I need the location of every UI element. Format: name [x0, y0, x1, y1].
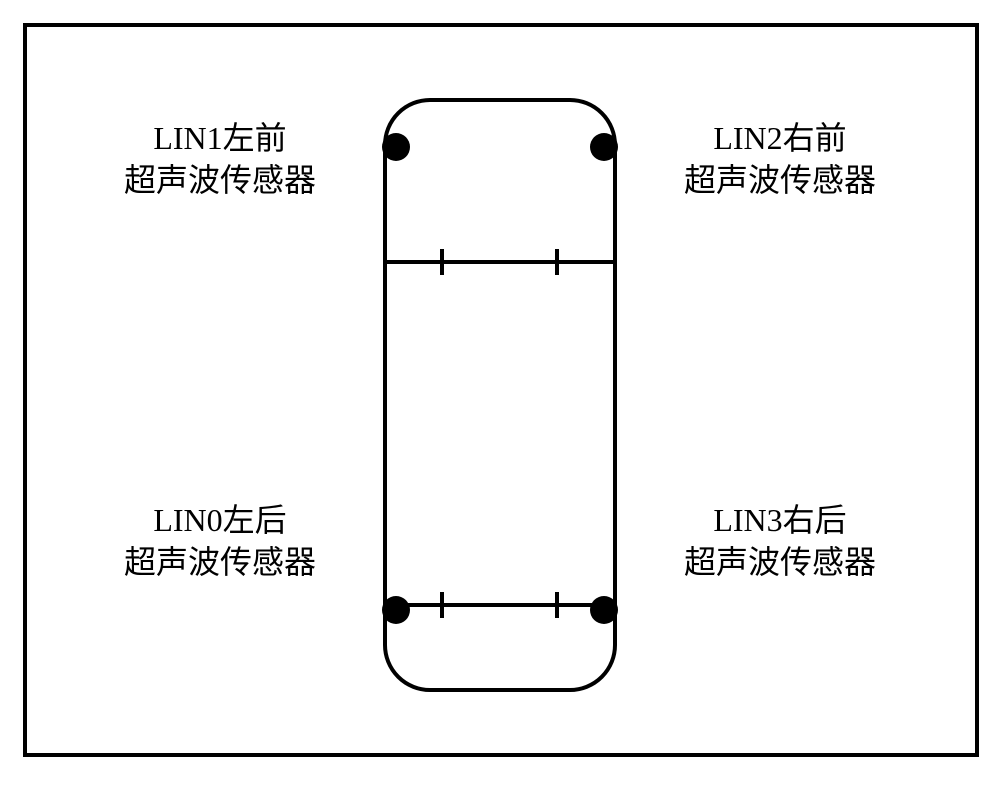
- label-lin3-line1: LIN3右后: [635, 500, 925, 542]
- label-lin3: LIN3右后 超声波传感器: [635, 500, 925, 583]
- diagram-canvas: LIN1左前 超声波传感器 LIN2右前 超声波传感器 LIN0左后 超声波传感…: [0, 0, 1000, 787]
- label-lin2-line2: 超声波传感器: [635, 160, 925, 202]
- label-lin2-line1: LIN2右前: [635, 118, 925, 160]
- label-lin1-line2: 超声波传感器: [75, 160, 365, 202]
- label-lin3-line2: 超声波传感器: [635, 542, 925, 584]
- label-lin0-line2: 超声波传感器: [75, 542, 365, 584]
- label-lin0: LIN0左后 超声波传感器: [75, 500, 365, 583]
- label-lin1-line1: LIN1左前: [75, 118, 365, 160]
- label-lin0-line1: LIN0左后: [75, 500, 365, 542]
- label-lin1: LIN1左前 超声波传感器: [75, 118, 365, 201]
- label-lin2: LIN2右前 超声波传感器: [635, 118, 925, 201]
